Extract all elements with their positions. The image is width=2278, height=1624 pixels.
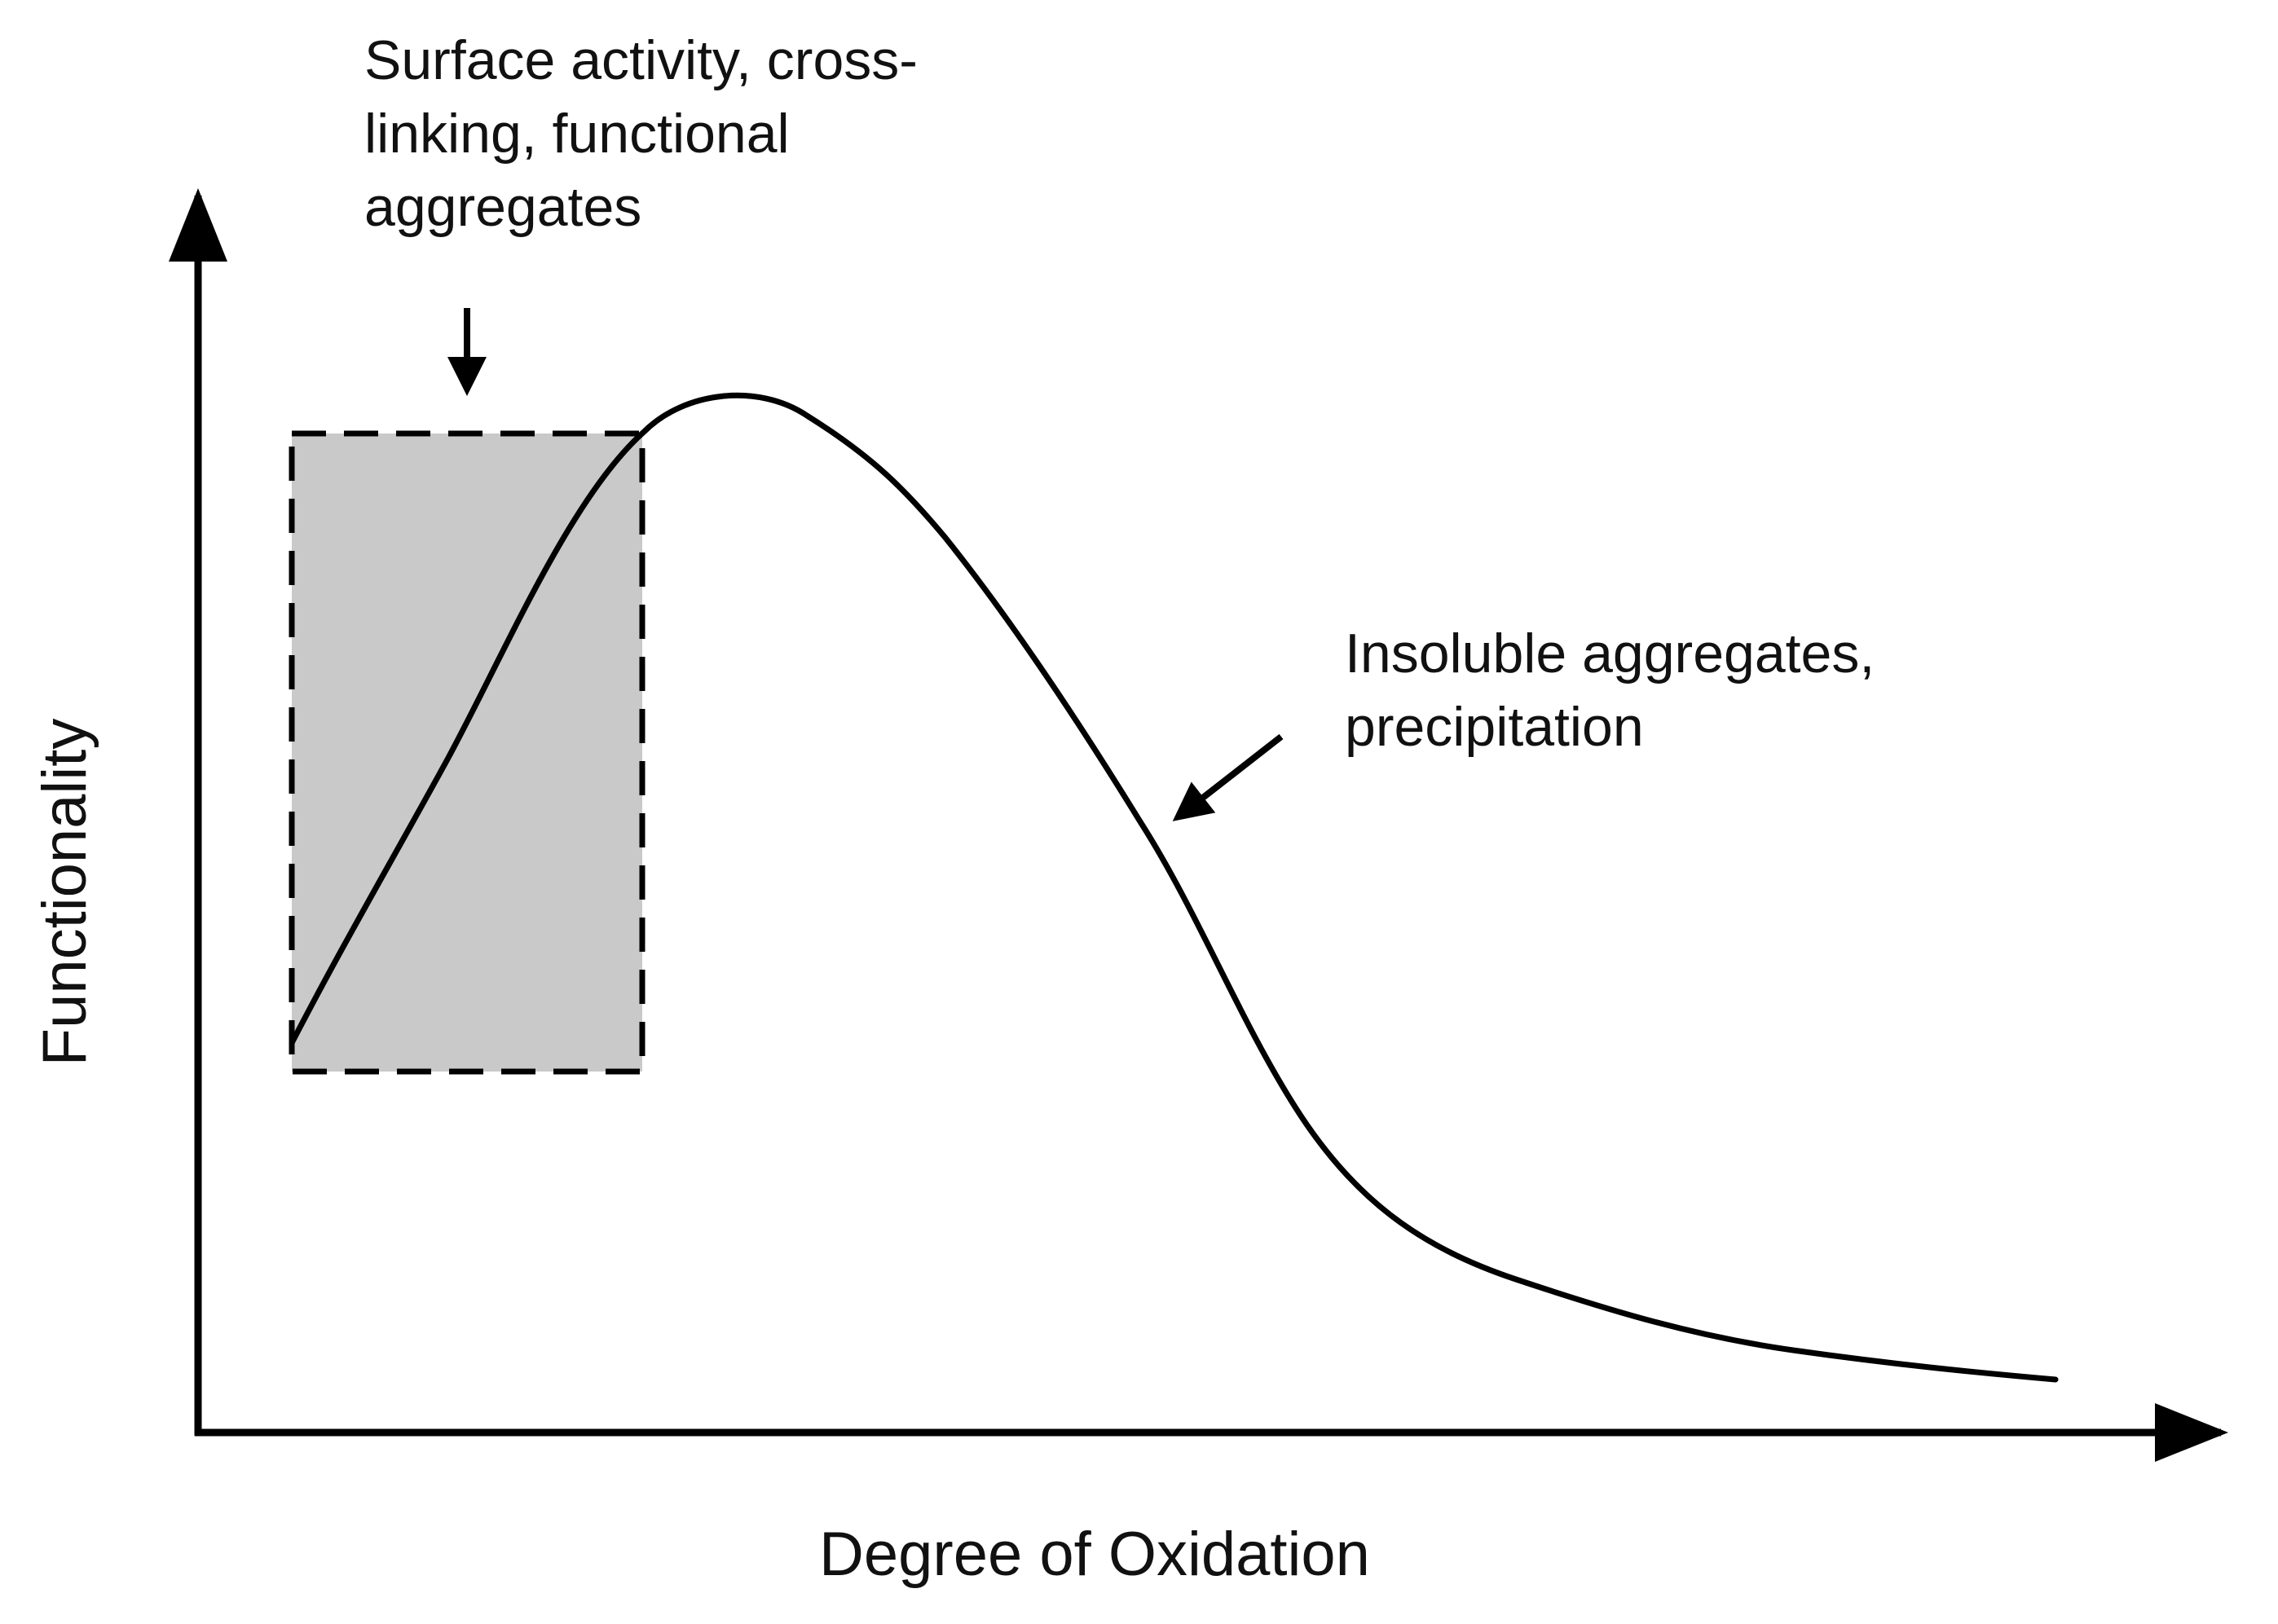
surface-activity-line-2: linking, functional — [364, 102, 790, 165]
insoluble-aggregates-line-1: Insoluble aggregates, — [1345, 623, 1875, 684]
insoluble-aggregates-arrow — [1172, 733, 1284, 821]
insoluble-aggregates-callout: Insoluble aggregates, precipitation — [1345, 618, 1875, 764]
insoluble-aggregates-line-2: precipitation — [1345, 695, 1644, 758]
surface-activity-line-1: Surface activity, cross- — [364, 29, 918, 91]
highlight-region — [289, 430, 646, 1075]
y-axis-label: Functionality — [29, 718, 99, 1067]
functionality-curve — [289, 392, 2059, 1383]
x-axis-label: Degree of Oxidation — [819, 1520, 1370, 1589]
surface-activity-line-3: aggregates — [364, 175, 642, 238]
surface-activity-callout: Surface activity, cross- linking, functi… — [364, 24, 918, 244]
